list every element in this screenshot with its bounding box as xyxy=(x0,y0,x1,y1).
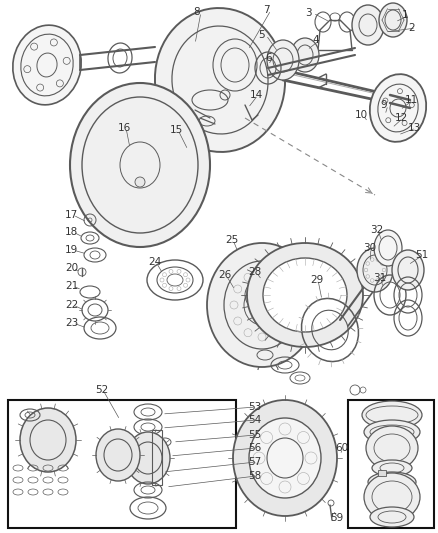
Text: 32: 32 xyxy=(370,225,383,235)
Text: 25: 25 xyxy=(225,235,238,245)
Bar xyxy=(348,400,434,528)
Text: 23: 23 xyxy=(65,318,78,328)
Text: 53: 53 xyxy=(248,402,261,412)
Text: 56: 56 xyxy=(248,443,261,453)
Ellipse shape xyxy=(364,473,420,521)
Ellipse shape xyxy=(374,230,402,266)
Bar xyxy=(8,400,236,528)
Text: 6: 6 xyxy=(265,53,272,63)
Text: 9: 9 xyxy=(380,100,387,110)
Bar xyxy=(152,430,162,485)
Text: 60: 60 xyxy=(335,443,348,453)
Text: 30: 30 xyxy=(363,243,376,253)
Ellipse shape xyxy=(267,40,299,80)
Text: 26: 26 xyxy=(218,270,231,280)
Text: 28: 28 xyxy=(248,267,261,277)
Text: 18: 18 xyxy=(65,227,78,237)
Ellipse shape xyxy=(207,243,317,367)
Ellipse shape xyxy=(263,258,347,332)
Ellipse shape xyxy=(392,250,424,290)
Ellipse shape xyxy=(366,426,418,470)
Ellipse shape xyxy=(362,401,422,429)
Bar xyxy=(378,470,386,476)
Ellipse shape xyxy=(155,8,285,152)
Ellipse shape xyxy=(247,243,363,347)
Text: 24: 24 xyxy=(148,257,161,267)
Text: 21: 21 xyxy=(65,281,78,291)
Text: 20: 20 xyxy=(65,263,78,273)
Text: 15: 15 xyxy=(170,125,183,135)
Text: 29: 29 xyxy=(310,275,323,285)
Ellipse shape xyxy=(96,429,140,481)
Text: 14: 14 xyxy=(250,90,263,100)
Text: 10: 10 xyxy=(355,110,368,120)
Text: 7: 7 xyxy=(263,5,270,15)
Ellipse shape xyxy=(370,507,414,527)
Ellipse shape xyxy=(233,400,337,516)
Ellipse shape xyxy=(291,38,319,72)
Text: 58: 58 xyxy=(248,471,261,481)
Ellipse shape xyxy=(70,83,210,247)
Text: 5: 5 xyxy=(258,30,265,40)
Text: 12: 12 xyxy=(395,113,408,123)
Text: 51: 51 xyxy=(415,250,428,260)
Text: 11: 11 xyxy=(405,95,418,105)
Text: 2: 2 xyxy=(408,23,415,33)
Circle shape xyxy=(135,177,145,187)
Text: 19: 19 xyxy=(65,245,78,255)
Text: 54: 54 xyxy=(248,415,261,425)
Ellipse shape xyxy=(249,418,321,498)
Text: 59: 59 xyxy=(330,513,343,523)
Ellipse shape xyxy=(364,420,420,444)
Ellipse shape xyxy=(372,460,412,476)
Text: 52: 52 xyxy=(95,385,108,395)
Text: 1: 1 xyxy=(402,10,409,20)
Text: 8: 8 xyxy=(193,7,200,17)
Text: 55: 55 xyxy=(248,430,261,440)
Text: 4: 4 xyxy=(312,35,318,45)
Ellipse shape xyxy=(126,432,170,484)
Ellipse shape xyxy=(379,3,407,37)
Ellipse shape xyxy=(370,74,426,142)
Text: 3: 3 xyxy=(305,8,311,18)
Text: 57: 57 xyxy=(248,457,261,467)
Text: 17: 17 xyxy=(65,210,78,220)
Text: 13: 13 xyxy=(408,123,421,133)
Text: 22: 22 xyxy=(65,300,78,310)
Text: 31: 31 xyxy=(373,273,386,283)
Ellipse shape xyxy=(20,408,76,472)
Ellipse shape xyxy=(13,25,81,105)
Ellipse shape xyxy=(357,248,393,292)
Ellipse shape xyxy=(352,5,384,45)
Text: 16: 16 xyxy=(118,123,131,133)
Ellipse shape xyxy=(368,472,416,492)
